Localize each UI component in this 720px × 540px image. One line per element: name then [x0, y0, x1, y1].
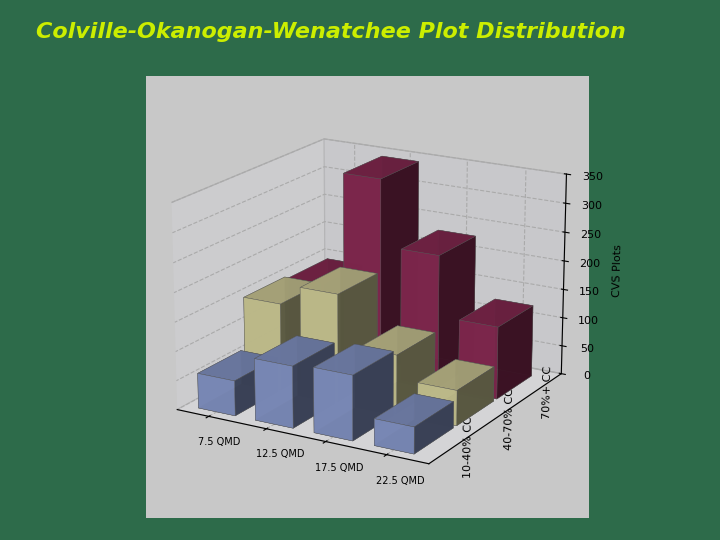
Text: Colville-Okanogan-Wenatchee Plot Distribution: Colville-Okanogan-Wenatchee Plot Distrib… [36, 22, 626, 42]
